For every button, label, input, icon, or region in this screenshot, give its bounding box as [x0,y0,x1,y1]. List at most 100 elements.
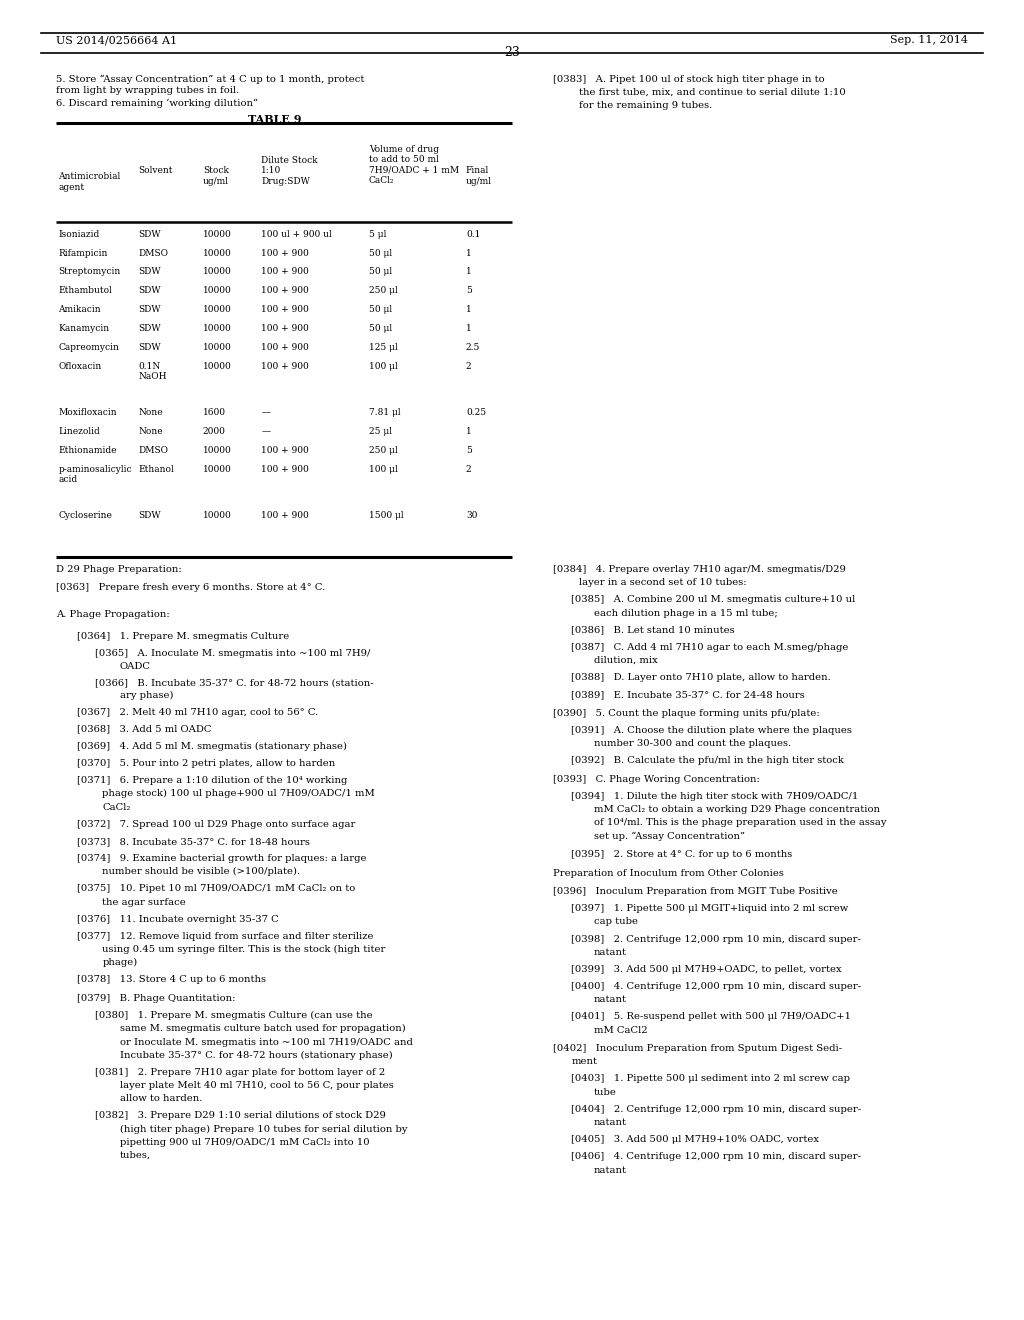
Text: [0367]   2. Melt 40 ml 7H10 agar, cool to 56° C.: [0367] 2. Melt 40 ml 7H10 agar, cool to … [77,708,318,717]
Text: natant: natant [594,995,627,1005]
Text: 10000: 10000 [203,343,231,352]
Text: DMSO: DMSO [138,446,168,455]
Text: Stock
ug/ml: Stock ug/ml [203,166,228,186]
Text: TABLE 9: TABLE 9 [248,115,301,125]
Text: 50 μl: 50 μl [369,323,392,333]
Text: [0374]   9. Examine bacterial growth for plaques: a large: [0374] 9. Examine bacterial growth for p… [77,854,367,863]
Text: SDW: SDW [138,323,161,333]
Text: [0402]   Inoculum Preparation from Sputum Digest Sedi-: [0402] Inoculum Preparation from Sputum … [553,1044,842,1053]
Text: 0.1: 0.1 [466,230,480,239]
Text: 100 + 900: 100 + 900 [261,268,309,276]
Text: 10000: 10000 [203,465,231,474]
Text: 1: 1 [466,268,472,276]
Text: 1500 μl: 1500 μl [369,511,403,520]
Text: [0397]   1. Pipette 500 μl MGIT+liquid into 2 ml screw: [0397] 1. Pipette 500 μl MGIT+liquid int… [571,904,849,913]
Text: tube: tube [594,1088,616,1097]
Text: Rifampicin: Rifampicin [58,248,108,257]
Text: from light by wrapping tubes in foil.: from light by wrapping tubes in foil. [56,87,240,95]
Text: 125 μl: 125 μl [369,343,397,352]
Text: SDW: SDW [138,305,161,314]
Text: 1: 1 [466,323,472,333]
Text: [0365]   A. Inoculate M. smegmatis into ~100 ml 7H9/: [0365] A. Inoculate M. smegmatis into ~1… [95,649,371,659]
Text: number 30-300 and count the plaques.: number 30-300 and count the plaques. [594,739,792,748]
Text: [0364]   1. Prepare M. smegmatis Culture: [0364] 1. Prepare M. smegmatis Culture [77,632,289,642]
Text: A. Phage Propagation:: A. Phage Propagation: [56,610,170,619]
Text: [0386]   B. Let stand 10 minutes: [0386] B. Let stand 10 minutes [571,626,735,635]
Text: 10000: 10000 [203,511,231,520]
Text: ary phase): ary phase) [120,692,173,700]
Text: Moxifloxacin: Moxifloxacin [58,408,117,417]
Text: set up. “Assay Concentration”: set up. “Assay Concentration” [594,832,744,841]
Text: [0398]   2. Centrifuge 12,000 rpm 10 min, discard super-: [0398] 2. Centrifuge 12,000 rpm 10 min, … [571,935,861,944]
Text: [0369]   4. Add 5 ml M. smegmatis (stationary phase): [0369] 4. Add 5 ml M. smegmatis (station… [77,742,347,751]
Text: 7.81 μl: 7.81 μl [369,408,400,417]
Text: 50 μl: 50 μl [369,268,392,276]
Text: layer in a second set of 10 tubes:: layer in a second set of 10 tubes: [579,578,746,587]
Text: 50 μl: 50 μl [369,305,392,314]
Text: 100 + 900: 100 + 900 [261,465,309,474]
Text: [0372]   7. Spread 100 ul D29 Phage onto surface agar: [0372] 7. Spread 100 ul D29 Phage onto s… [77,820,355,829]
Text: 100 + 900: 100 + 900 [261,286,309,296]
Text: [0392]   B. Calculate the pfu/ml in the high titer stock: [0392] B. Calculate the pfu/ml in the hi… [571,756,844,766]
Text: [0399]   3. Add 500 μl M7H9+OADC, to pellet, vortex: [0399] 3. Add 500 μl M7H9+OADC, to pelle… [571,965,842,974]
Text: mM CaCl₂ to obtain a working D29 Phage concentration: mM CaCl₂ to obtain a working D29 Phage c… [594,805,880,814]
Text: Final
ug/ml: Final ug/ml [466,166,492,186]
Text: natant: natant [594,1166,627,1175]
Text: SDW: SDW [138,230,161,239]
Text: 5. Store “Assay Concentration” at 4 C up to 1 month, protect: 5. Store “Assay Concentration” at 4 C up… [56,74,365,84]
Text: 100 μl: 100 μl [369,465,397,474]
Text: Preparation of Inoculum from Other Colonies: Preparation of Inoculum from Other Colon… [553,869,783,878]
Text: Kanamycin: Kanamycin [58,323,110,333]
Text: cap tube: cap tube [594,917,638,927]
Text: —: — [261,408,270,417]
Text: [0396]   Inoculum Preparation from MGIT Tube Positive: [0396] Inoculum Preparation from MGIT Tu… [553,887,838,896]
Text: None: None [138,408,163,417]
Text: 1600: 1600 [203,408,225,417]
Text: DMSO: DMSO [138,248,168,257]
Text: 100 + 900: 100 + 900 [261,248,309,257]
Text: [0366]   B. Incubate 35-37° C. for 48-72 hours (station-: [0366] B. Incubate 35-37° C. for 48-72 h… [95,678,374,688]
Text: [0382]   3. Prepare D29 1:10 serial dilutions of stock D29: [0382] 3. Prepare D29 1:10 serial diluti… [95,1111,386,1121]
Text: 250 μl: 250 μl [369,286,397,296]
Text: Ethanol: Ethanol [138,465,174,474]
Text: [0383]   A. Pipet 100 ul of stock high titer phage in to: [0383] A. Pipet 100 ul of stock high tit… [553,74,824,83]
Text: [0385]   A. Combine 200 ul M. smegmatis culture+10 ul: [0385] A. Combine 200 ul M. smegmatis cu… [571,595,856,605]
Text: —: — [261,426,270,436]
Text: number should be visible (>100/plate).: number should be visible (>100/plate). [102,867,300,876]
Text: 100 + 900: 100 + 900 [261,323,309,333]
Text: pipetting 900 ul 7H09/OADC/1 mM CaCl₂ into 10: pipetting 900 ul 7H09/OADC/1 mM CaCl₂ in… [120,1138,370,1147]
Text: [0400]   4. Centrifuge 12,000 rpm 10 min, discard super-: [0400] 4. Centrifuge 12,000 rpm 10 min, … [571,982,861,991]
Text: tubes,: tubes, [120,1151,151,1160]
Text: 100 + 900: 100 + 900 [261,305,309,314]
Text: 250 μl: 250 μl [369,446,397,455]
Text: [0406]   4. Centrifuge 12,000 rpm 10 min, discard super-: [0406] 4. Centrifuge 12,000 rpm 10 min, … [571,1152,861,1162]
Text: [0395]   2. Store at 4° C. for up to 6 months: [0395] 2. Store at 4° C. for up to 6 mon… [571,850,793,859]
Text: 2: 2 [466,465,471,474]
Text: 2: 2 [466,362,471,371]
Text: [0384]   4. Prepare overlay 7H10 agar/M. smegmatis/D29: [0384] 4. Prepare overlay 7H10 agar/M. s… [553,565,846,574]
Text: D 29 Phage Preparation:: D 29 Phage Preparation: [56,565,182,574]
Text: SDW: SDW [138,511,161,520]
Text: natant: natant [594,948,627,957]
Text: [0370]   5. Pour into 2 petri plates, allow to harden: [0370] 5. Pour into 2 petri plates, allo… [77,759,335,768]
Text: 25 μl: 25 μl [369,426,391,436]
Text: the first tube, mix, and continue to serial dilute 1:10: the first tube, mix, and continue to ser… [579,87,845,96]
Text: 5: 5 [466,446,472,455]
Text: US 2014/0256664 A1: US 2014/0256664 A1 [56,36,177,45]
Text: SDW: SDW [138,286,161,296]
Text: [0376]   11. Incubate overnight 35-37 C: [0376] 11. Incubate overnight 35-37 C [77,915,279,924]
Text: 10000: 10000 [203,362,231,371]
Text: [0390]   5. Count the plaque forming units pfu/plate:: [0390] 5. Count the plaque forming units… [553,709,819,718]
Text: Ethionamide: Ethionamide [58,446,117,455]
Text: phage stock) 100 ul phage+900 ul 7H09/OADC/1 mM: phage stock) 100 ul phage+900 ul 7H09/OA… [102,789,375,799]
Text: 5 μl: 5 μl [369,230,386,239]
Text: for the remaining 9 tubes.: for the remaining 9 tubes. [579,102,712,110]
Text: 10000: 10000 [203,286,231,296]
Text: 1: 1 [466,305,472,314]
Text: 10000: 10000 [203,268,231,276]
Text: 100 + 900: 100 + 900 [261,343,309,352]
Text: [0368]   3. Add 5 ml OADC: [0368] 3. Add 5 ml OADC [77,725,211,734]
Text: 100 ul + 900 ul: 100 ul + 900 ul [261,230,332,239]
Text: using 0.45 um syringe filter. This is the stock (high titer: using 0.45 um syringe filter. This is th… [102,945,386,954]
Text: allow to harden.: allow to harden. [120,1094,202,1104]
